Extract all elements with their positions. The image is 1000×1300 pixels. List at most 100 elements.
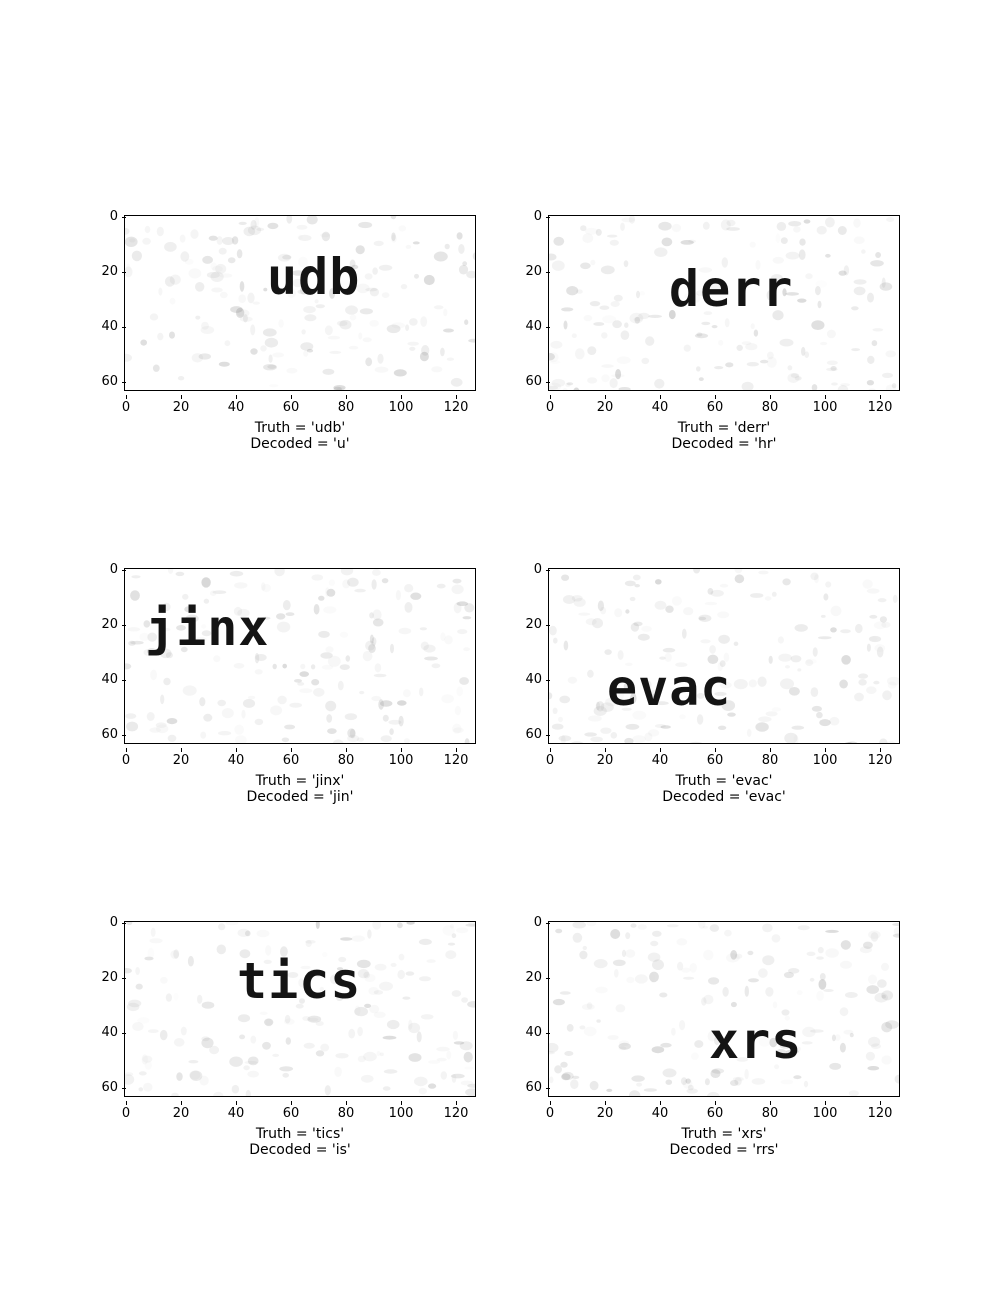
noise-blob [313,604,320,615]
noise-blob [135,983,143,990]
noise-blob [418,938,432,945]
noise-blob [619,1040,630,1047]
noise-blob [284,724,296,730]
noise-blob [689,963,697,973]
noise-blob [445,950,457,960]
noise-blob [237,1014,251,1023]
noise-blob [201,1037,214,1049]
image-plot: xrs [548,921,900,1097]
noise-blob [388,719,402,725]
noise-blob [395,590,401,601]
image-plot: tics [124,921,476,1097]
noise-blob [721,700,736,711]
noise-blob [390,216,397,220]
noise-blob [876,646,884,658]
noise-blob [677,961,684,971]
noise-blob [245,1089,251,1096]
noise-blob [217,699,226,707]
noise-blob [431,366,443,373]
noise-blob [682,628,687,639]
noise-background [125,216,475,390]
noise-blob [374,366,389,373]
noise-blob [311,679,320,686]
noise-blob [333,385,346,390]
truth-label: Truth = 'tics' [255,1126,345,1142]
noise-blob [182,593,189,600]
decoded-label: Decoded = 'hr' [671,436,777,452]
x-tick: 80 [328,1101,364,1120]
y-tick: 20 [522,265,550,278]
noise-blob [239,316,253,322]
noise-blob [306,348,314,353]
noise-blob [683,344,691,352]
noise-blob [452,1030,458,1040]
noise-blob [630,923,637,928]
noise-blob [871,1043,881,1049]
noise-blob [853,218,861,228]
noise-blob [325,646,334,653]
noise-blob [239,949,251,959]
noise-blob [780,237,788,244]
noise-blob [443,308,448,317]
noise-blob [369,320,379,327]
truth-label: Truth = 'evac' [675,773,773,789]
noise-blob [180,646,188,653]
noise-blob [347,734,360,742]
y-tick: 40 [98,673,126,686]
x-tick: 20 [163,395,199,414]
noise-blob [584,227,598,235]
noise-blob [169,274,181,285]
noise-blob [238,294,246,303]
noise-blob [869,636,878,641]
image-plot: derr [548,215,900,391]
noise-blob [320,1043,330,1052]
noise-blob [298,234,312,241]
noise-blob [793,226,801,233]
noise-blob [626,976,635,984]
noise-blob [400,284,408,290]
noise-blob [855,623,863,634]
noise-blob [723,652,730,662]
noise-blob [255,654,267,661]
noise-blob [156,226,164,237]
noise-blob [408,1053,422,1062]
noise-blob [280,946,288,957]
y-tick: 20 [522,618,550,631]
x-tick: 40 [218,748,254,767]
noise-blob [300,663,306,670]
noise-blob [714,366,724,370]
noise-blob [450,1073,465,1079]
noise-blob [261,583,271,593]
noise-blob [849,1032,854,1038]
noise-blob [726,219,736,227]
noise-blob [869,614,878,619]
noise-blob [300,286,308,295]
noise-blob [684,695,692,699]
noise-blob [420,316,428,327]
noise-blob [128,999,142,1008]
noise-blob [724,929,732,937]
noise-blob [229,1056,243,1067]
noise-blob [698,922,706,929]
y-tick: 20 [522,971,550,984]
noise-blob [610,301,620,307]
noise-blob [169,297,176,305]
noise-blob [382,714,389,722]
noise-blob [234,582,248,589]
noise-blob [881,621,891,628]
noise-blob [586,1002,593,1010]
noise-blob [272,663,277,670]
noise-blob [549,625,557,636]
x-tick: 40 [218,1101,254,1120]
noise-blob [771,591,777,597]
y-tick: 40 [522,1026,550,1039]
noise-blob [578,612,591,616]
noise-blob [866,686,877,694]
noise-blob [579,950,588,960]
noise-blob [550,340,563,349]
noise-blob [826,360,838,366]
noise-blob [297,234,303,240]
noise-blob [589,301,601,307]
noise-blob [744,1068,749,1080]
noise-blob [722,986,729,997]
